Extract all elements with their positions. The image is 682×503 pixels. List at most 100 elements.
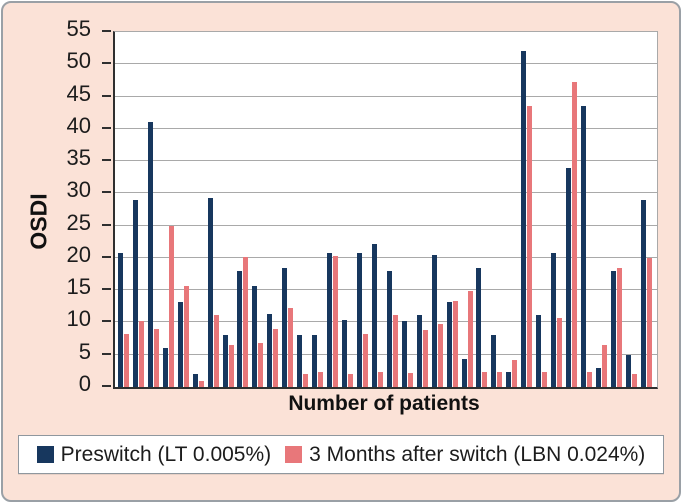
bar-after-switch xyxy=(616,267,622,387)
y-tick-mark xyxy=(102,191,111,194)
bar-after-switch xyxy=(542,372,548,387)
bar-preswitch xyxy=(327,253,333,387)
bar-preswitch xyxy=(117,253,123,387)
bar-after-switch xyxy=(168,225,174,387)
gridline xyxy=(115,321,657,323)
x-axis-title: Number of patients xyxy=(288,392,480,415)
bar-group xyxy=(489,32,504,387)
bar-preswitch xyxy=(147,122,153,387)
bar-preswitch xyxy=(162,348,168,387)
bar-after-switch xyxy=(497,372,503,387)
bar-group xyxy=(280,32,295,387)
bar-group xyxy=(460,32,475,387)
bar-group xyxy=(206,32,221,387)
bar-group xyxy=(430,32,445,387)
bar-group xyxy=(609,32,624,387)
y-tick-mark xyxy=(102,255,111,258)
bar-preswitch xyxy=(237,270,243,387)
y-tick-mark xyxy=(102,126,111,129)
bar-group xyxy=(295,32,310,387)
bar-preswitch xyxy=(566,167,572,387)
y-tick-label: 0 xyxy=(78,371,91,396)
bar-after-switch xyxy=(482,372,488,387)
legend-label-after-switch: 3 Months after switch (LBN 0.024%) xyxy=(309,442,646,466)
bar-after-switch xyxy=(258,343,264,387)
bar-preswitch xyxy=(386,270,392,387)
bar-preswitch xyxy=(267,314,273,387)
bar-group xyxy=(400,32,415,387)
y-tick-mark xyxy=(102,288,111,291)
bar-group xyxy=(250,32,265,387)
gridline xyxy=(115,63,657,65)
bar-preswitch xyxy=(551,252,557,387)
y-tick-mark xyxy=(102,352,111,355)
y-tick-mark xyxy=(102,159,111,162)
bar-preswitch xyxy=(177,301,183,387)
gridline xyxy=(115,289,657,291)
y-tick-mark xyxy=(102,223,111,226)
bar-preswitch xyxy=(132,199,138,387)
bar-after-switch xyxy=(348,374,354,387)
bar-after-switch xyxy=(587,372,593,387)
y-tick-label: 30 xyxy=(66,177,91,203)
legend-item-preswitch: Preswitch (LT 0.005%) xyxy=(36,443,271,467)
bar-after-switch xyxy=(452,300,458,387)
y-tick-mark xyxy=(102,30,111,32)
bar-group xyxy=(519,32,534,387)
bar-preswitch xyxy=(536,314,542,387)
y-tick-label: 10 xyxy=(66,306,91,332)
y-tick-mark xyxy=(102,94,111,97)
bar-preswitch xyxy=(252,285,258,387)
bar-after-switch xyxy=(213,315,219,387)
gridline xyxy=(115,127,657,129)
bar-after-switch xyxy=(572,81,578,387)
bar-after-switch xyxy=(198,380,204,387)
bar-group xyxy=(445,32,460,387)
bar-group xyxy=(579,32,594,387)
y-tick-label: 20 xyxy=(66,241,91,267)
bar-after-switch xyxy=(512,359,518,387)
y-tick-label: 45 xyxy=(66,80,91,106)
bar-preswitch xyxy=(476,268,482,387)
bar-after-switch xyxy=(646,257,652,387)
bar-after-switch xyxy=(557,317,563,387)
bar-after-switch xyxy=(318,372,324,387)
bar-group xyxy=(265,32,280,387)
bar-after-switch xyxy=(333,255,339,387)
bar-after-switch xyxy=(123,334,129,387)
bar-after-switch xyxy=(243,256,249,387)
bar-group xyxy=(385,32,400,387)
bar-group xyxy=(116,32,131,387)
bar-after-switch xyxy=(601,345,607,387)
y-tick-mark xyxy=(102,62,111,65)
bar-after-switch xyxy=(631,374,637,387)
bar-group xyxy=(191,32,206,387)
bar-group xyxy=(310,32,325,387)
bar-group xyxy=(594,32,609,387)
bar-group xyxy=(534,32,549,387)
legend-swatch-preswitch-icon xyxy=(36,446,54,463)
bar-preswitch xyxy=(491,335,497,387)
y-tick-label: 50 xyxy=(66,48,91,74)
bar-after-switch xyxy=(273,328,279,387)
y-tick-mark xyxy=(102,320,111,323)
bar-preswitch xyxy=(416,314,422,387)
bar-preswitch xyxy=(356,253,362,387)
bar-preswitch xyxy=(625,354,631,387)
bar-after-switch xyxy=(437,323,443,387)
bar-preswitch xyxy=(207,197,213,387)
y-tick-label: 15 xyxy=(66,274,91,300)
gridline xyxy=(115,160,657,162)
bar-preswitch xyxy=(371,244,377,387)
bar-preswitch xyxy=(506,372,512,387)
y-tick-label: 40 xyxy=(66,112,91,138)
bar-group xyxy=(161,32,176,387)
bar-preswitch xyxy=(297,335,303,387)
bar-group xyxy=(370,32,385,387)
bar-preswitch xyxy=(312,335,318,387)
bar-after-switch xyxy=(228,345,234,387)
bar-after-switch xyxy=(407,373,413,387)
bar-after-switch xyxy=(467,290,473,387)
